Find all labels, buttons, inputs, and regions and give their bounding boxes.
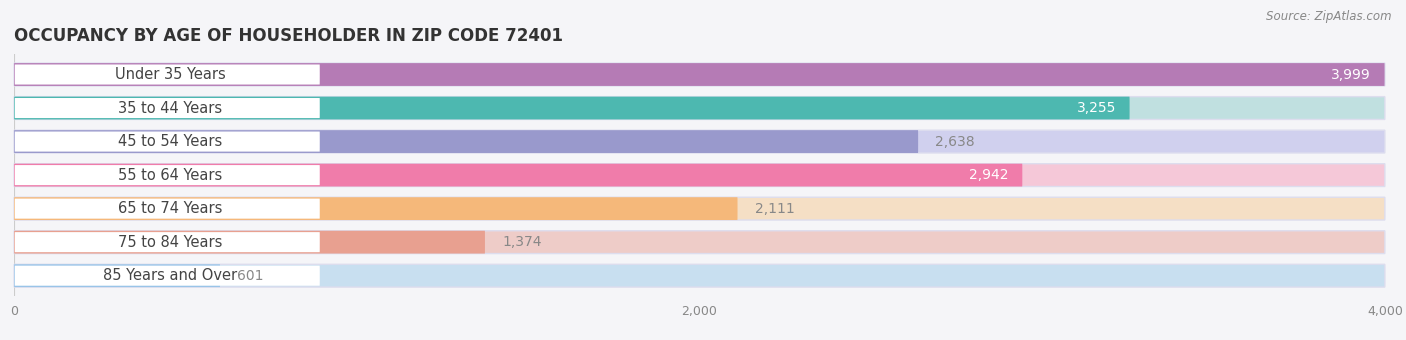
FancyBboxPatch shape <box>14 63 1385 86</box>
FancyBboxPatch shape <box>14 264 219 287</box>
FancyBboxPatch shape <box>14 65 319 85</box>
Text: 1,374: 1,374 <box>502 235 541 249</box>
FancyBboxPatch shape <box>14 266 319 286</box>
Text: Source: ZipAtlas.com: Source: ZipAtlas.com <box>1267 10 1392 23</box>
FancyBboxPatch shape <box>14 232 319 252</box>
Text: 2,638: 2,638 <box>935 135 974 149</box>
Text: 35 to 44 Years: 35 to 44 Years <box>118 101 222 116</box>
FancyBboxPatch shape <box>14 97 1385 119</box>
FancyBboxPatch shape <box>14 97 1129 119</box>
Text: Under 35 Years: Under 35 Years <box>115 67 225 82</box>
FancyBboxPatch shape <box>14 164 1022 187</box>
FancyBboxPatch shape <box>14 197 1385 220</box>
FancyBboxPatch shape <box>14 199 319 219</box>
FancyBboxPatch shape <box>14 165 319 185</box>
FancyBboxPatch shape <box>14 98 319 118</box>
Text: 55 to 64 Years: 55 to 64 Years <box>118 168 222 183</box>
Text: 2,942: 2,942 <box>969 168 1008 182</box>
FancyBboxPatch shape <box>14 164 1385 187</box>
FancyBboxPatch shape <box>14 197 738 220</box>
Text: 3,999: 3,999 <box>1331 68 1371 82</box>
Text: 65 to 74 Years: 65 to 74 Years <box>118 201 222 216</box>
Text: 85 Years and Over: 85 Years and Over <box>103 268 238 283</box>
FancyBboxPatch shape <box>14 130 1385 153</box>
Text: 45 to 54 Years: 45 to 54 Years <box>118 134 222 149</box>
Text: 75 to 84 Years: 75 to 84 Years <box>118 235 222 250</box>
FancyBboxPatch shape <box>14 231 485 254</box>
Text: 601: 601 <box>238 269 264 283</box>
FancyBboxPatch shape <box>14 130 918 153</box>
FancyBboxPatch shape <box>14 63 1385 86</box>
Text: 3,255: 3,255 <box>1077 101 1116 115</box>
FancyBboxPatch shape <box>14 231 1385 254</box>
Text: OCCUPANCY BY AGE OF HOUSEHOLDER IN ZIP CODE 72401: OCCUPANCY BY AGE OF HOUSEHOLDER IN ZIP C… <box>14 27 562 45</box>
Text: 2,111: 2,111 <box>755 202 794 216</box>
FancyBboxPatch shape <box>14 132 319 152</box>
FancyBboxPatch shape <box>14 264 1385 287</box>
